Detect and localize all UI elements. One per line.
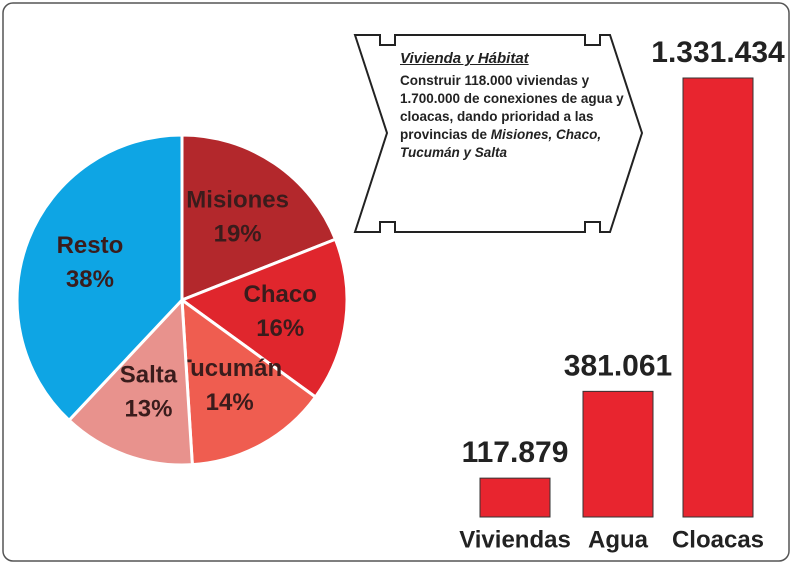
slice-value-label: 14%: [206, 389, 254, 416]
note: Vivienda y Hábitat Construir 118.000 viv…: [400, 50, 632, 162]
bar-value-label: 117.879: [462, 436, 569, 469]
slice-value-label: 16%: [256, 315, 304, 342]
slice-label: Salta: [120, 361, 178, 388]
bar: [582, 390, 654, 518]
bar: [682, 77, 754, 518]
pie-slice: [180, 296, 318, 467]
note-text-italic: Misiones, Chaco, Tucumán y Salta: [400, 127, 602, 160]
bar: [479, 477, 551, 518]
slice-value-label: 38%: [66, 266, 114, 293]
slice-label: Tucumán: [177, 355, 282, 382]
slice-label: Chaco: [244, 281, 317, 308]
note-text: Construir 118.000 viviendas y 1.700.000 …: [400, 73, 624, 142]
slice-value-label: 19%: [214, 220, 262, 247]
pie-slice: [178, 237, 349, 400]
slice-label: Resto: [57, 232, 124, 259]
bar-value-label: 1.331.434: [651, 36, 785, 69]
pie-slice: [66, 296, 194, 467]
note-shape: [353, 34, 644, 233]
bar-value-label: 381.061: [564, 349, 672, 382]
note-title: Vivienda y Hábitat: [400, 50, 529, 67]
x-tick-label: Viviendas: [459, 526, 571, 553]
x-tick-label: Agua: [588, 526, 649, 553]
x-tick-label: Cloacas: [672, 526, 764, 553]
pie-slice: [180, 133, 338, 303]
slice-label: Misiones: [186, 186, 289, 213]
slice-value-label: 13%: [124, 395, 172, 422]
pie-slice: [15, 133, 184, 423]
